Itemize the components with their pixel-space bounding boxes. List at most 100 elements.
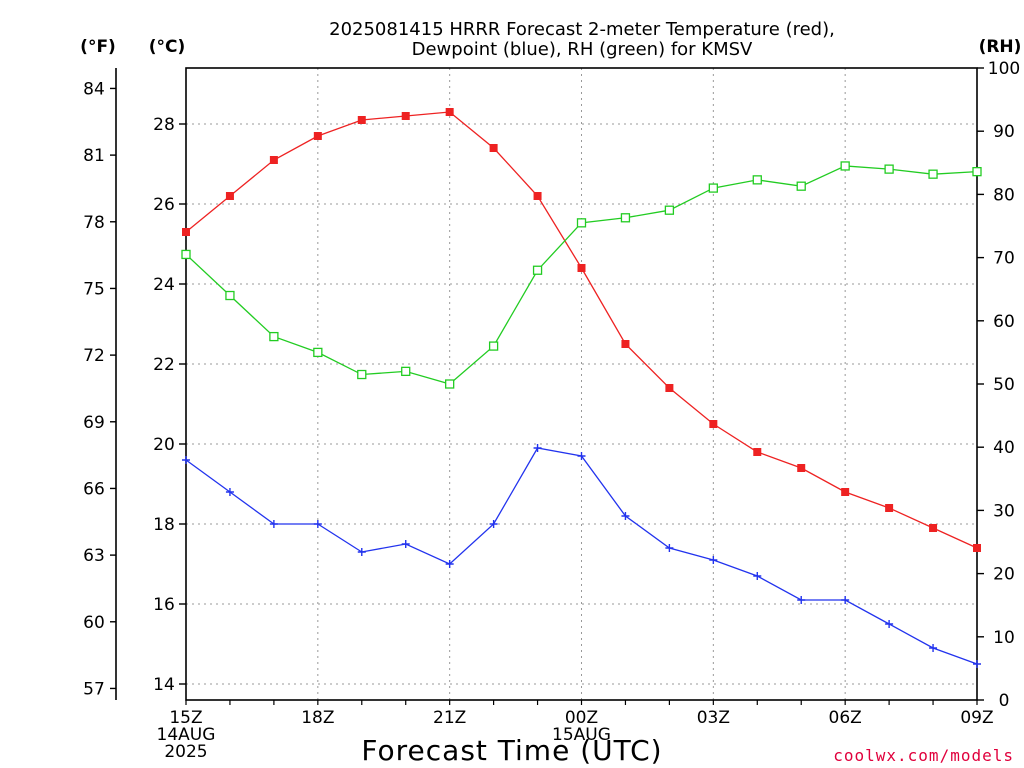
celsius-tick-label: 16: [153, 595, 175, 615]
data-point: [181, 249, 191, 260]
rh-tick-label: 40: [993, 438, 1015, 458]
data-point: [840, 161, 850, 171]
data-point: [269, 520, 278, 528]
x-tick-label: 14AUG: [157, 725, 216, 745]
title-block: 2025081415 HRRR Forecast 2-meter Tempera…: [329, 19, 835, 60]
data-point: [708, 183, 718, 193]
data-point: [665, 384, 674, 392]
data-point: [577, 452, 586, 460]
data-point: [313, 347, 323, 358]
data-point: [620, 213, 631, 223]
data-point: [884, 164, 894, 174]
x-tick-label: 18Z: [301, 708, 334, 728]
fahrenheit-tick-label: 60: [83, 613, 105, 633]
data-point: [621, 512, 630, 520]
rh-tick-label: 80: [993, 185, 1015, 205]
x-axis-label: Forecast Time (UTC): [361, 734, 662, 767]
data-point: [182, 228, 190, 236]
data-point: [532, 265, 543, 275]
x-tick-label: 15AUG: [552, 725, 611, 745]
x-tick-label: 21Z: [433, 708, 466, 728]
tick-labels: 14 16 18 20 22 24 26 28 57 60 63 66 69 72 75 78 81 84 0 10 2…: [83, 59, 1020, 762]
data-point: [973, 544, 981, 552]
fahrenheit-tick-label: 75: [83, 279, 105, 299]
chart-title-line-1: 2025081415 HRRR Forecast 2-meter Tempera…: [329, 19, 835, 40]
data-point: [885, 620, 894, 628]
data-point: [972, 166, 982, 177]
x-tick-label: 15Z: [169, 708, 202, 728]
data-point: [753, 572, 762, 580]
fahrenheit-tick-label: 63: [83, 546, 105, 566]
data-point: [929, 644, 938, 652]
celsius-tick-label: 28: [153, 115, 175, 135]
data-point: [885, 504, 894, 512]
data-point: [401, 112, 410, 120]
data-point: [225, 192, 234, 200]
data-point: [445, 379, 455, 389]
rh-tick-label: 0: [999, 691, 1010, 711]
data-point: [797, 596, 806, 604]
celsius-tick-label: 14: [153, 675, 175, 695]
data-point: [928, 169, 938, 179]
fahrenheit-tick-label: 78: [83, 213, 105, 233]
celsius-tick-label: 26: [153, 195, 175, 215]
data-point: [488, 341, 499, 351]
data-point: [313, 520, 322, 528]
data-point: [841, 488, 850, 496]
data-point: [533, 192, 542, 200]
celsius-unit-label: (°C): [149, 37, 186, 57]
x-tick-label: 00Z: [565, 708, 598, 728]
rh-tick-label: 50: [993, 375, 1015, 395]
data-point: [621, 340, 630, 348]
fahrenheit-tick-label: 81: [83, 146, 105, 166]
data-point: [401, 540, 410, 548]
rh-tick-label: 20: [993, 565, 1015, 585]
celsius-tick-label: 22: [153, 355, 175, 375]
plot-frame: [185, 67, 978, 701]
rh-tick-label: 10: [993, 628, 1015, 648]
data-point: [445, 108, 454, 116]
fahrenheit-tick-label: 57: [83, 679, 105, 699]
x-tick-label: 06Z: [829, 708, 862, 728]
rh-tick-label: 60: [993, 312, 1015, 332]
data-point: [797, 464, 806, 472]
fahrenheit-tick-label: 66: [83, 479, 105, 499]
data-point: [182, 456, 190, 464]
data-point: [357, 548, 366, 556]
data-point: [709, 556, 718, 564]
data-point: [577, 264, 586, 272]
data-point: [796, 181, 806, 191]
grid-lines: [186, 68, 977, 700]
data-point: [753, 448, 762, 456]
data-point: [973, 660, 981, 668]
data-point: [489, 520, 498, 528]
fahrenheit-tick-label: 72: [83, 346, 105, 366]
rh-tick-label: 90: [993, 122, 1015, 142]
x-tick-label: 09Z: [960, 708, 993, 728]
fahrenheit-unit-label: (°F): [80, 37, 116, 57]
data-point: [664, 205, 675, 215]
data-point: [357, 369, 367, 380]
x-tick-label: 2025: [164, 742, 207, 762]
celsius-tick-label: 24: [153, 275, 175, 295]
data-point: [225, 488, 234, 496]
data-series: [181, 108, 982, 668]
data-point: [401, 366, 411, 377]
data-point: [752, 175, 762, 185]
rh-tick-label: 100: [988, 59, 1020, 79]
fahrenheit-tick-label: 84: [83, 79, 105, 99]
data-point: [489, 144, 498, 152]
data-point: [709, 420, 718, 428]
data-point: [576, 218, 587, 228]
data-point: [269, 156, 278, 164]
credit-link[interactable]: coolwx.com/models: [833, 746, 1014, 765]
data-point: [269, 331, 279, 342]
data-point: [665, 544, 674, 552]
chart-title-line-2: Dewpoint (blue), RH (green) for KMSV: [412, 39, 753, 60]
data-point: [445, 560, 454, 568]
data-point: [357, 116, 366, 124]
data-point: [225, 290, 235, 301]
rh-unit-label: (RH): [979, 37, 1022, 57]
data-point: [929, 524, 938, 532]
